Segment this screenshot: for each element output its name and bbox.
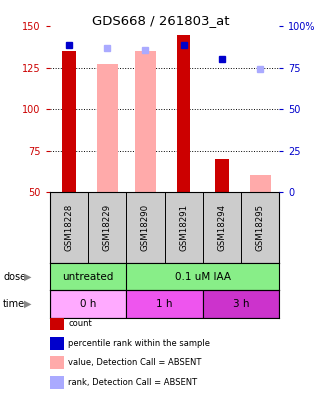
Text: count: count: [68, 320, 92, 328]
Text: percentile rank within the sample: percentile rank within the sample: [68, 339, 210, 348]
Text: GSM18294: GSM18294: [217, 204, 226, 251]
Text: GSM18229: GSM18229: [103, 204, 112, 251]
Bar: [177, 34, 190, 192]
Bar: [215, 159, 229, 192]
Text: value, Detection Call = ABSENT: value, Detection Call = ABSENT: [68, 358, 202, 367]
Text: rank, Detection Call = ABSENT: rank, Detection Call = ABSENT: [68, 378, 197, 387]
Bar: [50, 290, 126, 318]
Bar: [97, 64, 118, 192]
Text: 1 h: 1 h: [156, 299, 173, 309]
Bar: [203, 290, 279, 318]
Bar: [250, 175, 271, 192]
Text: 0.1 uM IAA: 0.1 uM IAA: [175, 272, 231, 281]
Bar: [126, 290, 203, 318]
Text: 0 h: 0 h: [80, 299, 96, 309]
Bar: [135, 51, 156, 192]
Text: GSM18228: GSM18228: [65, 204, 74, 251]
Text: ▶: ▶: [24, 299, 31, 309]
Text: ▶: ▶: [24, 272, 31, 281]
Text: 3 h: 3 h: [233, 299, 249, 309]
Bar: [62, 51, 75, 192]
Text: untreated: untreated: [62, 272, 114, 281]
Text: time: time: [3, 299, 25, 309]
Text: GDS668 / 261803_at: GDS668 / 261803_at: [92, 14, 229, 27]
Text: GSM18290: GSM18290: [141, 204, 150, 251]
Text: GSM18295: GSM18295: [256, 204, 265, 251]
Text: GSM18291: GSM18291: [179, 204, 188, 251]
Text: dose: dose: [3, 272, 26, 281]
